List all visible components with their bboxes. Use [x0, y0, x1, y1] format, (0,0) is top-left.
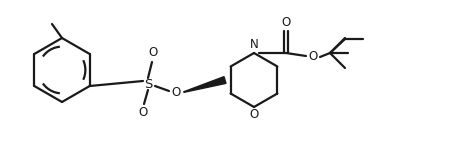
Text: O: O [148, 47, 158, 59]
Text: O: O [281, 15, 291, 29]
Text: S: S [144, 77, 152, 91]
Text: O: O [171, 86, 180, 98]
Text: O: O [308, 51, 318, 64]
Polygon shape [184, 77, 226, 92]
Text: O: O [249, 109, 259, 121]
Text: O: O [138, 107, 147, 119]
Text: N: N [250, 38, 258, 52]
